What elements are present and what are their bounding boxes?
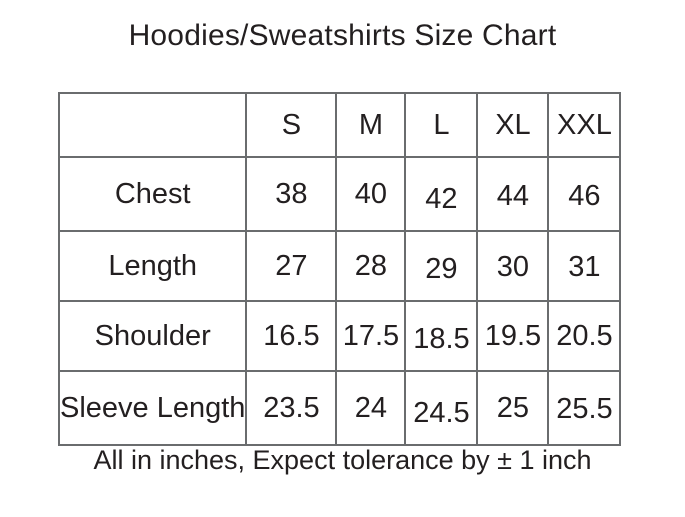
table-cell: 18.5 bbox=[404, 300, 479, 372]
table-cell: 29 bbox=[404, 230, 479, 302]
column-header-l: L bbox=[404, 92, 479, 158]
column-header-m: M bbox=[335, 92, 407, 158]
table-row-shoulder: Shoulder 16.5 17.5 18.5 19.5 20.5 bbox=[57, 300, 622, 372]
table-cell: 42 bbox=[404, 156, 479, 232]
corner-cell bbox=[57, 92, 248, 158]
table-cell: 24.5 bbox=[404, 370, 479, 446]
table-cell: 38 bbox=[245, 156, 338, 232]
page-title: Hoodies/Sweatshirts Size Chart bbox=[128, 19, 557, 52]
table-cell: 28 bbox=[335, 230, 407, 302]
table-cell: 16.5 bbox=[245, 300, 338, 372]
table-row-length: Length 27 28 29 30 31 bbox=[57, 230, 622, 302]
table-row-sleeve-length: Sleeve Length 23.5 24 24.5 25 25.5 bbox=[57, 370, 622, 446]
table-cell: 19.5 bbox=[476, 300, 550, 372]
table-cell: 20.5 bbox=[547, 300, 622, 372]
table-cell: 25.5 bbox=[547, 370, 622, 446]
column-header-xxl: XXL bbox=[547, 92, 622, 158]
table-cell: 17.5 bbox=[335, 300, 407, 372]
table-cell: 46 bbox=[547, 156, 622, 232]
table-cell: 27 bbox=[245, 230, 338, 302]
table-row-chest: Chest 38 40 42 44 46 bbox=[57, 156, 622, 232]
row-label-sleeve-length: Sleeve Length bbox=[57, 370, 248, 446]
table-cell: 31 bbox=[547, 230, 622, 302]
table-cell: 25 bbox=[476, 370, 550, 446]
table-cell: 23.5 bbox=[245, 370, 338, 446]
row-label-shoulder: Shoulder bbox=[57, 300, 248, 372]
footer-note: All in inches, Expect tolerance by ± 1 i… bbox=[93, 445, 592, 475]
row-label-length: Length bbox=[57, 230, 248, 302]
column-header-xl: XL bbox=[476, 92, 550, 158]
row-label-chest: Chest bbox=[57, 156, 248, 232]
table-cell: 30 bbox=[476, 230, 550, 302]
column-header-s: S bbox=[245, 92, 338, 158]
size-chart-table: S M L XL XXL Chest 38 40 42 44 46 Length… bbox=[57, 92, 622, 446]
table-cell: 24 bbox=[335, 370, 407, 446]
table-cell: 44 bbox=[476, 156, 550, 232]
table-cell: 40 bbox=[335, 156, 407, 232]
header-row: S M L XL XXL bbox=[57, 92, 622, 158]
